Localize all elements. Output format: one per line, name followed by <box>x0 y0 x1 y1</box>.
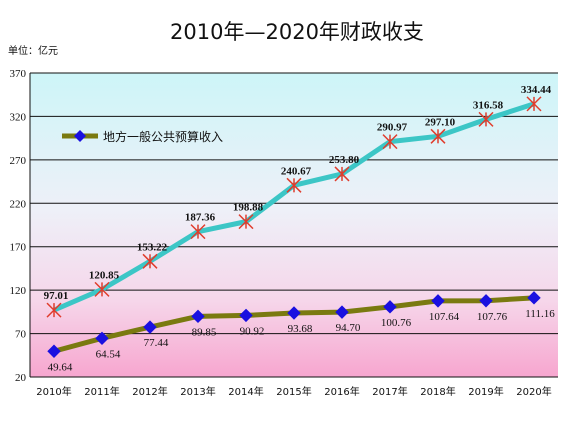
x-tick-label: 2018年 <box>420 385 455 398</box>
data-label: 97.01 <box>44 290 69 302</box>
data-label: 253.80 <box>329 154 360 166</box>
data-point-asterisk <box>94 281 110 297</box>
data-label: 198.88 <box>233 202 264 214</box>
data-point-diamond <box>239 308 253 323</box>
data-point-diamond <box>287 306 301 320</box>
data-point-asterisk <box>478 111 494 127</box>
legend-label: 地方一般公共预算收入 <box>103 129 223 144</box>
data-label: 290.97 <box>377 122 408 134</box>
chart-title: 2010年—2020年财政收支 <box>170 20 424 44</box>
data-label: 120.85 <box>89 269 120 281</box>
data-label: 64.54 <box>96 348 121 360</box>
x-tick-label: 2020年 <box>516 385 551 398</box>
x-tick-label: 2014年 <box>228 385 263 398</box>
legend-swatch-diamond <box>74 130 86 142</box>
series-layer: 97.01 120.85 153.22 187.36 198.88 240.67 253.8… <box>44 84 556 373</box>
data-label: 49.64 <box>48 361 73 373</box>
legend: 地方一般公共预算收入 <box>62 129 223 144</box>
data-point-asterisk <box>142 253 158 269</box>
data-point-asterisk <box>382 134 398 150</box>
data-point-diamond <box>383 300 397 314</box>
data-point-asterisk <box>526 96 542 112</box>
y-tick-label: 170 <box>10 242 27 254</box>
x-tick-label: 2019年 <box>468 385 503 398</box>
data-label: 94.70 <box>336 322 361 334</box>
data-point-diamond <box>47 344 61 358</box>
x-tick-label: 2010年 <box>36 385 71 398</box>
data-label: 187.36 <box>185 212 216 224</box>
data-point-asterisk <box>286 177 302 193</box>
data-point-diamond <box>527 291 541 305</box>
x-tick-label: 2012年 <box>132 385 167 398</box>
y-tick-label: 120 <box>10 285 27 297</box>
x-tick-label: 2011年 <box>84 385 119 398</box>
data-label: 297.10 <box>425 116 456 128</box>
y-tick-label: 370 <box>10 68 27 80</box>
data-label: 107.64 <box>429 311 460 323</box>
data-point-diamond <box>335 305 349 319</box>
data-label: 316.58 <box>473 99 504 111</box>
data-point-asterisk <box>238 214 254 230</box>
grid-lines <box>29 72 558 378</box>
data-label: 77.44 <box>144 337 169 349</box>
data-label: 93.68 <box>288 323 313 335</box>
y-axis: 20 70 120 170 220 270 320 370 <box>10 68 27 384</box>
data-label: 153.22 <box>137 241 168 253</box>
data-label: 334.44 <box>521 84 552 96</box>
x-tick-label: 2013年 <box>180 385 215 398</box>
data-point-diamond <box>431 294 445 308</box>
x-axis: 2010年 2011年 2012年 2013年 2014年 2015年 2016年 2017年… <box>36 385 551 398</box>
data-point-diamond <box>191 309 205 324</box>
data-point-asterisk <box>334 166 350 182</box>
unit-label: 单位：亿元 <box>8 44 58 57</box>
data-point-asterisk <box>46 302 62 318</box>
x-tick-label: 2017年 <box>372 385 407 398</box>
y-tick-label: 70 <box>15 329 27 341</box>
y-tick-label: 270 <box>10 155 27 167</box>
data-label: 89.85 <box>192 326 217 338</box>
data-point-diamond <box>143 320 157 334</box>
x-tick-label: 2015年 <box>276 385 311 398</box>
x-tick-label: 2016年 <box>324 385 359 398</box>
data-label: 100.76 <box>381 317 412 329</box>
data-label: 90.92 <box>240 325 265 337</box>
data-label: 240.67 <box>281 165 312 177</box>
data-point-asterisk <box>190 224 206 240</box>
data-label: 111.16 <box>525 308 555 320</box>
data-point-asterisk <box>430 128 446 144</box>
y-tick-label: 220 <box>10 198 27 210</box>
data-label: 107.76 <box>477 311 508 323</box>
y-tick-label: 20 <box>15 372 27 384</box>
data-point-diamond <box>95 331 109 346</box>
y-tick-label: 320 <box>10 111 27 123</box>
data-point-diamond <box>479 294 493 308</box>
